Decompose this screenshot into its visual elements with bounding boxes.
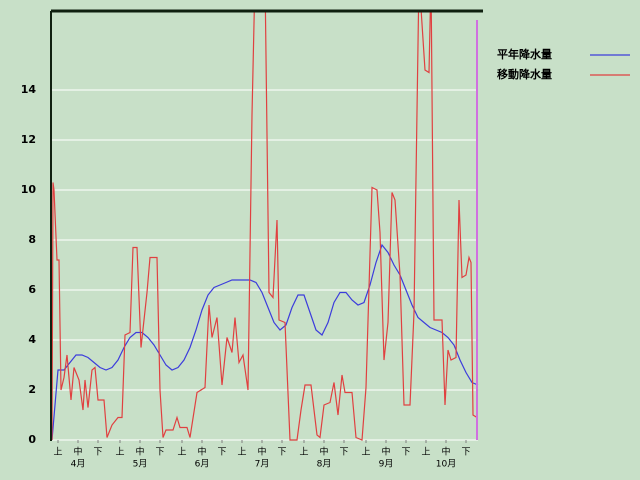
- x-tick-label: 下: [401, 448, 410, 458]
- y-tick-label: 2: [28, 383, 36, 396]
- x-tick-label: 上: [237, 447, 246, 458]
- x-tick-label: 下: [93, 448, 102, 458]
- x-tick-label: 上: [361, 447, 370, 458]
- x-tick-label: 上: [299, 447, 308, 458]
- x-tick-label: 中: [197, 446, 206, 458]
- x-tick-label: 上: [115, 447, 124, 458]
- grid: [52, 89, 478, 441]
- x-tick-label: 上: [421, 447, 430, 458]
- legend-label: 移動降水量: [497, 67, 552, 81]
- axes: 02468101214上中下上中下上中下上中下上中下上中下上中下4月 5月 6月 7月…: [21, 83, 471, 470]
- month-label: 8月: [317, 459, 332, 470]
- y-tick-label: 0: [28, 433, 36, 446]
- y-tick-label: 10: [21, 183, 37, 196]
- x-tick-label: 中: [257, 446, 266, 458]
- y-tick-label: 14: [21, 83, 37, 96]
- month-label: 10月: [436, 459, 456, 470]
- legend-label: 平年降水量: [497, 47, 552, 61]
- month-label: 4月: [71, 459, 86, 470]
- y-tick-label: 4: [28, 333, 36, 346]
- month-label: 5月: [133, 459, 148, 470]
- month-label: 7月: [255, 459, 270, 470]
- x-tick-label: 上: [177, 447, 186, 458]
- x-tick-label: 中: [319, 446, 328, 458]
- x-tick-label: 下: [339, 448, 348, 458]
- x-tick-label: 上: [53, 447, 62, 458]
- y-tick-label: 12: [21, 133, 36, 146]
- x-tick-label: 下: [217, 448, 226, 458]
- plot-area: [52, 11, 479, 441]
- x-tick-label: 下: [461, 448, 470, 458]
- x-tick-label: 中: [441, 446, 450, 458]
- series-line: [52, 11, 478, 441]
- series-line: [52, 243, 479, 441]
- month-label: 9月: [379, 459, 394, 470]
- x-tick-label: 中: [381, 446, 390, 458]
- y-tick-label: 6: [28, 283, 36, 296]
- month-label: 6月: [195, 459, 210, 470]
- x-tick-label: 下: [277, 448, 286, 458]
- x-tick-label: 中: [73, 446, 82, 458]
- y-tick-label: 8: [28, 233, 36, 246]
- x-tick-label: 下: [155, 448, 164, 458]
- x-tick-label: 中: [135, 446, 144, 458]
